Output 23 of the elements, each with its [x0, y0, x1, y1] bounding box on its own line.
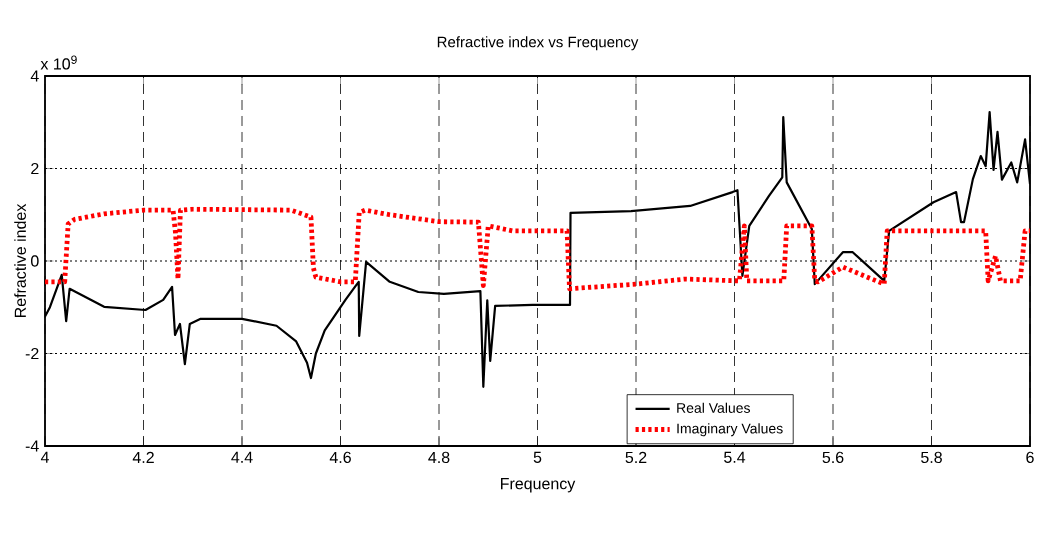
y-tick-label: -4 [25, 440, 39, 452]
y-tick-label: 0 [31, 255, 39, 267]
y-tick-label: 2 [31, 162, 39, 175]
text: x 10$^{9}$ [40, 55, 77, 70]
x-tick-label: 4.2 [132, 451, 154, 463]
chart-title: Refractive index vs Frequency [437, 36, 639, 51]
x-axis-title: Frequency [501, 478, 576, 493]
x-tick-label: 5.8 [921, 451, 942, 464]
x-tick-label: 5.2 [625, 451, 647, 464]
legend-label: Imaginary Values [677, 423, 783, 437]
y-tick-label: 4 [30, 70, 39, 82]
x-tick-label: 5.4 [724, 451, 746, 463]
x-tick-label: 5.6 [822, 451, 844, 464]
line-series [45, 206, 1031, 292]
x-tick-label: 4 [40, 451, 49, 463]
x-tick-label: 4.8 [428, 451, 450, 464]
y-axis-title: Refractive index [14, 203, 26, 318]
x-tick-label: 6 [1026, 451, 1034, 464]
x-tick-label: 5 [533, 451, 542, 463]
y-tick-label: -2 [25, 347, 39, 360]
x-tick-label: 4.6 [329, 451, 351, 464]
legend-label: Real Values [677, 402, 751, 413]
x-tick-label: 4.4 [231, 451, 253, 463]
